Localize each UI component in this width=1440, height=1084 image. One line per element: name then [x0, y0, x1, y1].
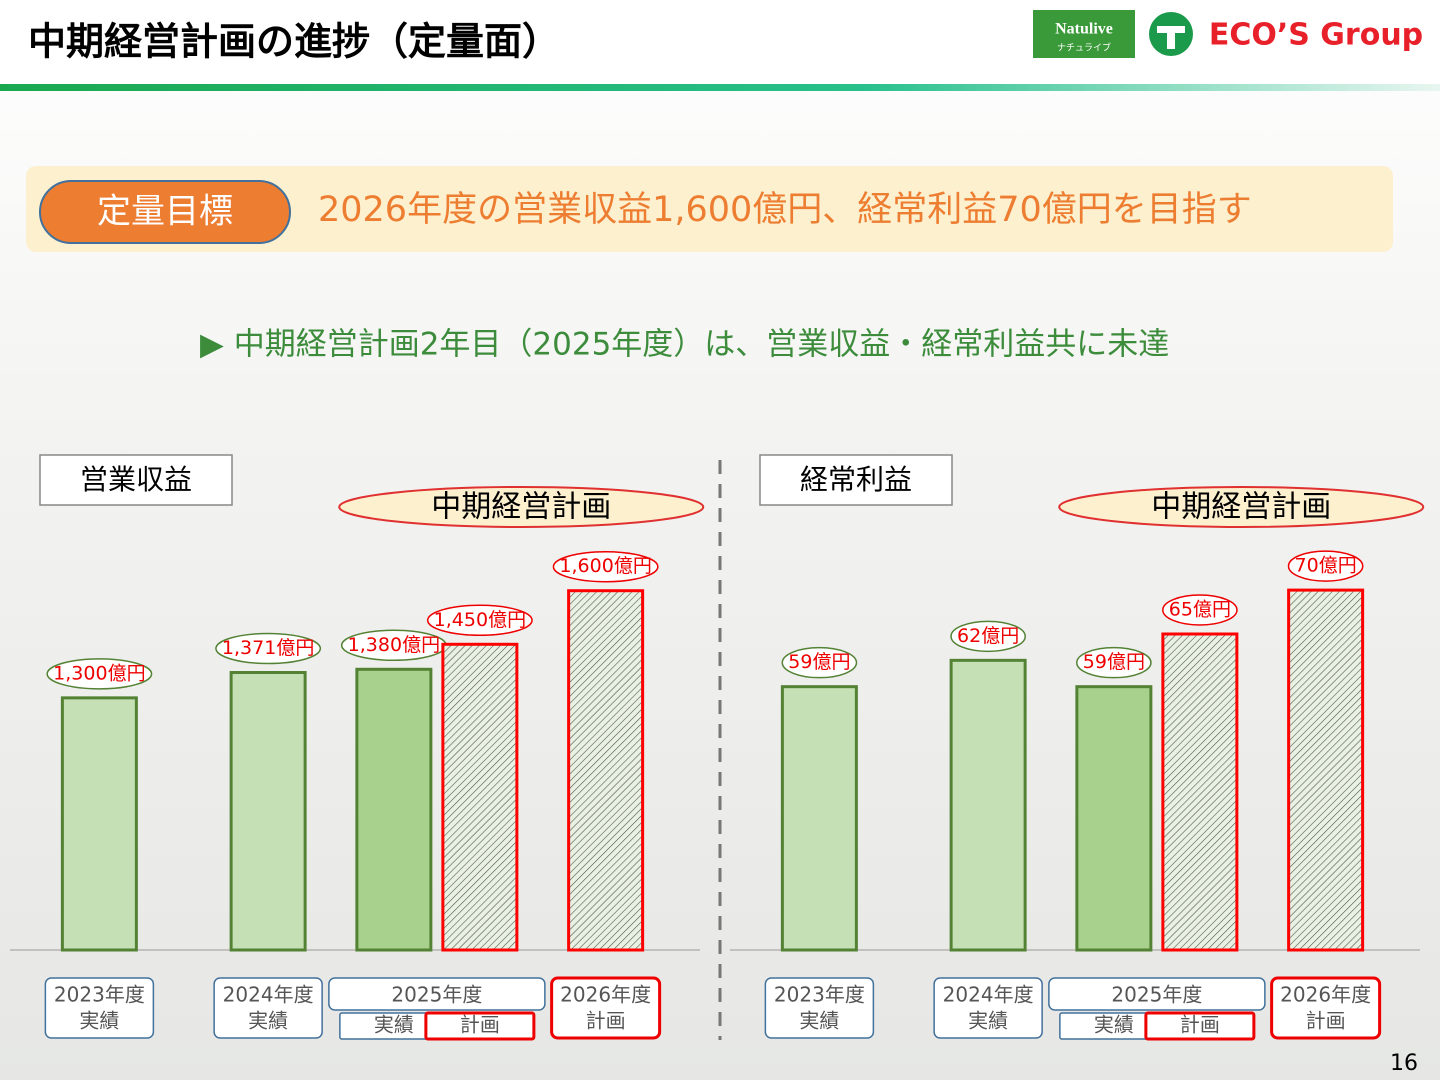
- value-label: 1,380億円: [348, 634, 440, 656]
- plan-oval-text: 中期経営計画: [431, 490, 611, 525]
- title: 中期経営計画の進捗（定量面）: [28, 20, 560, 64]
- category-box: [1270, 976, 1382, 1040]
- bar: [1075, 685, 1153, 952]
- category-label: 2024年度: [943, 983, 1034, 1007]
- value-label: 1,371億円: [222, 637, 314, 659]
- category-box: [550, 976, 662, 1040]
- chart-title: 経常利益: [800, 463, 912, 496]
- category-box: [933, 977, 1043, 1039]
- bar: [60, 696, 138, 952]
- category-box: [44, 977, 155, 1039]
- logo-box: [1033, 10, 1135, 58]
- target-badge: [39, 180, 291, 244]
- sub-category-box: [424, 1011, 536, 1041]
- logo-left: Natulive: [1055, 21, 1113, 38]
- logo-left-sub: ナチュライブ: [1057, 42, 1111, 54]
- value-label-oval: [950, 620, 1026, 653]
- value-label: 59億円: [1083, 651, 1145, 673]
- target-badge-text: 定量目標: [97, 192, 233, 232]
- value-label: 59億円: [788, 651, 850, 673]
- category-label: 2024年度: [223, 983, 314, 1007]
- category-label: 2026年度: [560, 983, 651, 1007]
- value-label: 62億円: [957, 625, 1019, 647]
- plan-oval-text: 中期経営計画: [1151, 490, 1331, 525]
- sub-category-label: 計画: [1180, 1013, 1220, 1037]
- category-box: [213, 977, 323, 1039]
- sub-category-label: 計画: [460, 1013, 500, 1037]
- value-label: 65億円: [1169, 599, 1231, 621]
- value-label: 1,450億円: [434, 609, 526, 631]
- sub-category-box: [1144, 1011, 1256, 1041]
- value-label-oval: [46, 658, 153, 690]
- plan-oval: [338, 486, 705, 528]
- target-text: 2026年度の営業収益1,600億円、経常利益70億円を目指す: [318, 190, 1252, 230]
- sub-category-label: 実績: [79, 1009, 119, 1033]
- sub-category-label: 実績: [799, 1009, 839, 1033]
- category-label: 2026年度: [1280, 983, 1371, 1007]
- bar: [441, 642, 519, 952]
- category-box: [764, 977, 875, 1039]
- bar: [780, 685, 858, 952]
- sub-category-label: 計画: [1306, 1009, 1346, 1033]
- category-label: 2023年度: [774, 983, 865, 1007]
- logo-icon-t: [1157, 26, 1185, 49]
- logo-right: ECO’S Group: [1209, 18, 1423, 53]
- value-label-oval: [1287, 550, 1364, 582]
- value-label-oval: [552, 550, 659, 583]
- bar: [1287, 588, 1365, 952]
- category-box: [1048, 977, 1266, 1011]
- sub-category-label: 実績: [248, 1009, 288, 1033]
- header-rule: [0, 84, 1440, 91]
- value-label-oval: [1076, 646, 1152, 679]
- bar: [229, 671, 307, 952]
- bullet: ▶ 中期経営計画2年目（2025年度）は、営業収益・経常利益共に未達: [200, 327, 1169, 363]
- chart-title: 営業収益: [80, 463, 192, 496]
- category-label: 2023年度: [54, 983, 145, 1007]
- chart-title-box: [39, 454, 233, 506]
- sub-category-label: 計画: [586, 1009, 626, 1033]
- sub-category-label: 実績: [374, 1013, 414, 1037]
- value-label-oval: [1162, 594, 1238, 626]
- category-label: 2025年度: [391, 983, 482, 1007]
- bar: [567, 589, 645, 952]
- header-bg: [0, 0, 1440, 84]
- bar: [355, 667, 433, 952]
- value-label-oval: [781, 646, 858, 679]
- bar: [1161, 632, 1239, 952]
- sub-category-label: 実績: [968, 1009, 1008, 1033]
- value-label: 70億円: [1295, 555, 1357, 577]
- value-label-oval: [426, 604, 533, 637]
- plan-oval: [1058, 486, 1425, 528]
- target-band: [26, 166, 1393, 252]
- sub-category-label: 実績: [1094, 1013, 1134, 1037]
- value-label-oval: [215, 632, 322, 665]
- value-label: 1,300億円: [53, 662, 145, 684]
- category-label: 2025年度: [1111, 983, 1202, 1007]
- bar: [949, 658, 1027, 952]
- chart-title-box: [759, 454, 953, 506]
- page-number: 16: [1390, 1051, 1418, 1076]
- category-box: [328, 977, 546, 1011]
- value-label: 1,600億円: [559, 555, 651, 577]
